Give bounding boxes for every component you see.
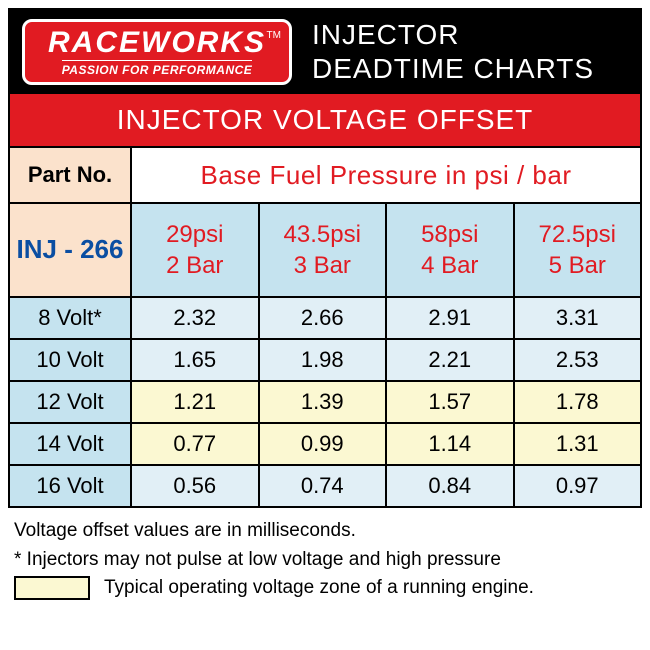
- data-cell: 0.74: [259, 465, 387, 507]
- deadtime-table: Part No. Base Fuel Pressure in psi / bar…: [8, 146, 642, 508]
- footer-note-2: * Injectors may not pulse at low voltage…: [14, 547, 636, 574]
- voltage-cell: 14 Volt: [9, 423, 131, 465]
- data-cell: 0.97: [514, 465, 642, 507]
- header-title-line2: DEADTIME CHARTS: [312, 52, 594, 86]
- table-row: 16 Volt0.560.740.840.97: [9, 465, 641, 507]
- footer-legend: Typical operating voltage zone of a runn…: [14, 575, 636, 602]
- data-cell: 2.53: [514, 339, 642, 381]
- footer-note-1: Voltage offset values are in millisecond…: [14, 518, 636, 545]
- header-title-line1: INJECTOR: [312, 18, 594, 52]
- table-row: 12 Volt1.211.391.571.78: [9, 381, 641, 423]
- table-row: 8 Volt*2.322.662.913.31: [9, 297, 641, 339]
- base-pressure-label: Base Fuel Pressure in psi / bar: [131, 147, 641, 203]
- logo-text: RACEWORKS: [48, 28, 266, 58]
- legend-text: Typical operating voltage zone of a runn…: [104, 575, 534, 602]
- voltage-cell: 12 Volt: [9, 381, 131, 423]
- pressure-col-2: 58psi 4 Bar: [386, 203, 514, 297]
- data-cell: 3.31: [514, 297, 642, 339]
- col-bar: 2 Bar: [132, 250, 258, 281]
- data-cell: 0.56: [131, 465, 259, 507]
- trademark-symbol: TM: [267, 30, 281, 41]
- data-cell: 1.21: [131, 381, 259, 423]
- table-row: 10 Volt1.651.982.212.53: [9, 339, 641, 381]
- header-bar: TM RACEWORKS PASSION FOR PERFORMANCE INJ…: [8, 8, 642, 94]
- data-cell: 0.77: [131, 423, 259, 465]
- part-no-label: Part No.: [9, 147, 131, 203]
- pressure-col-3: 72.5psi 5 Bar: [514, 203, 642, 297]
- voltage-cell: 16 Volt: [9, 465, 131, 507]
- data-cell: 1.78: [514, 381, 642, 423]
- data-cell: 2.32: [131, 297, 259, 339]
- subheader: INJECTOR VOLTAGE OFFSET: [8, 94, 642, 146]
- table-row: 14 Volt0.770.991.141.31: [9, 423, 641, 465]
- data-cell: 0.99: [259, 423, 387, 465]
- col-bar: 5 Bar: [515, 250, 641, 281]
- pressure-col-0: 29psi 2 Bar: [131, 203, 259, 297]
- col-psi: 29psi: [132, 219, 258, 250]
- voltage-cell: 10 Volt: [9, 339, 131, 381]
- part-no-value: INJ - 266: [9, 203, 131, 297]
- part-no-value-text: INJ - 266: [17, 234, 124, 264]
- footer-notes: Voltage offset values are in millisecond…: [8, 508, 642, 602]
- legend-swatch: [14, 576, 90, 600]
- logo-tagline: PASSION FOR PERFORMANCE: [62, 60, 253, 77]
- table-header-row-1: Part No. Base Fuel Pressure in psi / bar: [9, 147, 641, 203]
- data-cell: 1.14: [386, 423, 514, 465]
- data-cell: 1.98: [259, 339, 387, 381]
- col-psi: 72.5psi: [515, 219, 641, 250]
- data-cell: 1.31: [514, 423, 642, 465]
- col-psi: 58psi: [387, 219, 513, 250]
- data-cell: 2.91: [386, 297, 514, 339]
- data-cell: 0.84: [386, 465, 514, 507]
- voltage-cell: 8 Volt*: [9, 297, 131, 339]
- pressure-col-1: 43.5psi 3 Bar: [259, 203, 387, 297]
- col-psi: 43.5psi: [260, 219, 386, 250]
- data-cell: 2.21: [386, 339, 514, 381]
- table-header-row-2: INJ - 266 29psi 2 Bar 43.5psi 3 Bar 58ps…: [9, 203, 641, 297]
- data-cell: 1.39: [259, 381, 387, 423]
- col-bar: 4 Bar: [387, 250, 513, 281]
- data-cell: 1.57: [386, 381, 514, 423]
- data-cell: 2.66: [259, 297, 387, 339]
- header-title: INJECTOR DEADTIME CHARTS: [312, 18, 594, 85]
- brand-logo: TM RACEWORKS PASSION FOR PERFORMANCE: [22, 19, 292, 85]
- data-cell: 1.65: [131, 339, 259, 381]
- col-bar: 3 Bar: [260, 250, 386, 281]
